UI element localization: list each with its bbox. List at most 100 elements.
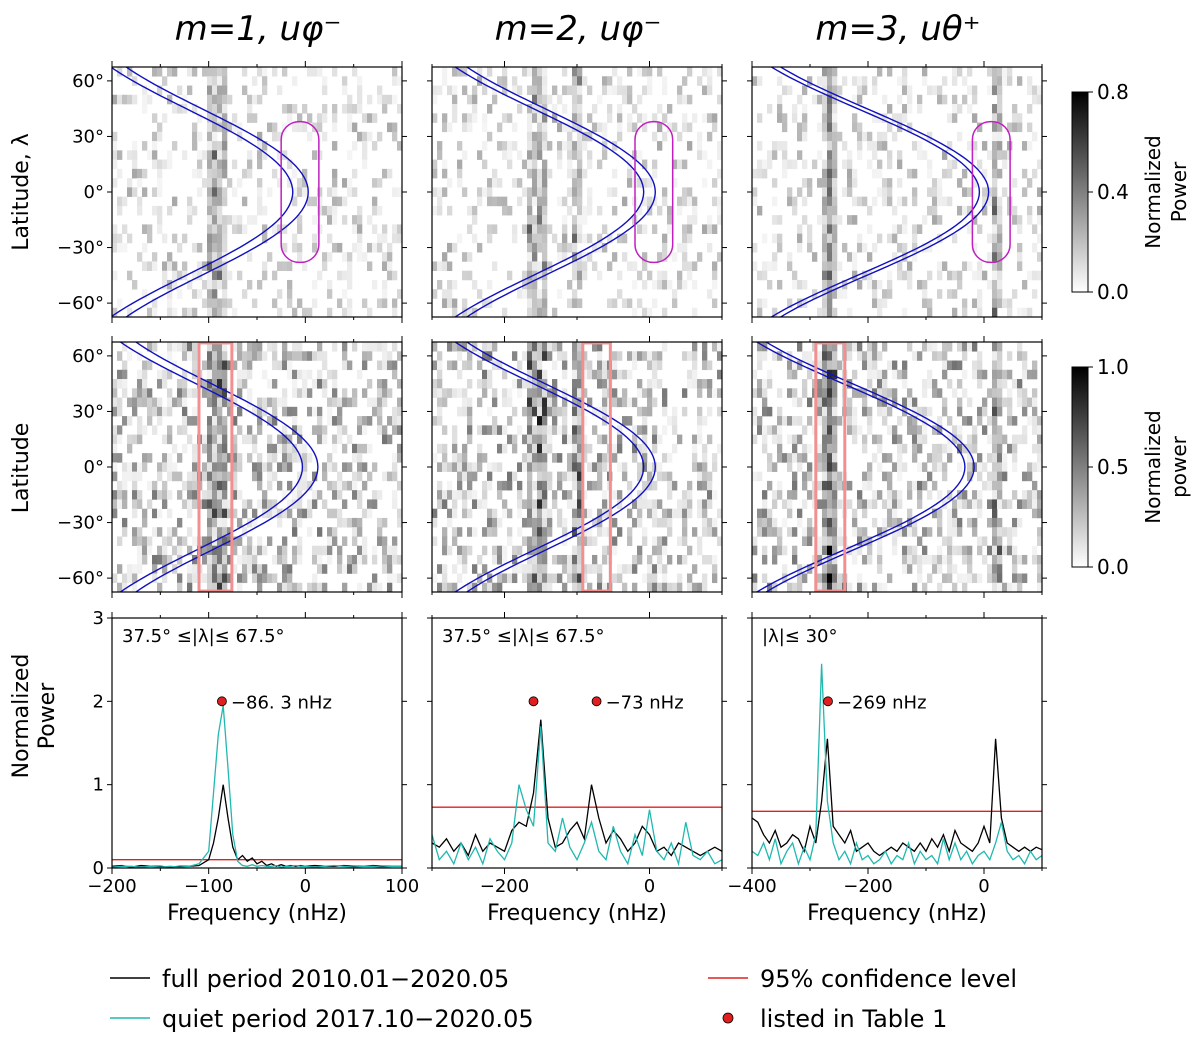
heatmap-cell xyxy=(517,480,523,491)
heatmap-cell xyxy=(477,150,483,160)
heatmap-cell xyxy=(172,545,178,556)
heatmap-cell xyxy=(662,573,668,584)
heatmap-cell xyxy=(822,397,828,408)
heatmap-cell xyxy=(772,351,778,361)
heatmap-cell xyxy=(452,536,458,547)
heatmap-cell xyxy=(822,564,828,574)
heatmap-cell xyxy=(147,545,153,556)
heatmap-cell xyxy=(367,499,373,509)
heatmap-cell xyxy=(277,480,283,491)
heatmap-cell xyxy=(152,490,158,500)
heatmap-cell xyxy=(577,462,583,472)
heatmap-cell xyxy=(717,369,722,380)
heatmap-cell xyxy=(157,527,163,537)
heatmap-cell xyxy=(617,527,623,537)
heatmap-cell xyxy=(277,582,283,592)
heatmap-cell xyxy=(242,369,248,380)
heatmap-cell xyxy=(222,76,228,86)
y-tick-label: 1 xyxy=(93,775,104,796)
heatmap-cell xyxy=(297,434,303,445)
heatmap-cell xyxy=(787,85,793,96)
heatmap-cell xyxy=(287,434,293,445)
heatmap-cell xyxy=(787,159,793,170)
legend-swatch-table1-dot xyxy=(722,1012,734,1024)
heatmap-cell xyxy=(482,159,488,170)
heatmap-cell xyxy=(642,178,648,188)
heatmap-cell xyxy=(177,342,183,352)
heatmap-cell xyxy=(547,168,553,179)
heatmap-cell xyxy=(787,360,793,371)
heatmap-cell xyxy=(772,215,778,225)
heatmap-cell xyxy=(962,582,968,592)
heatmap-cell xyxy=(182,425,188,435)
heatmap-cell xyxy=(212,94,218,105)
heatmap-cell xyxy=(947,416,953,426)
heatmap-cell xyxy=(577,131,583,142)
heatmap-cell xyxy=(532,453,538,463)
heatmap-cell xyxy=(957,360,963,371)
heatmap-cell xyxy=(387,545,393,556)
heatmap-cell xyxy=(782,517,788,528)
heatmap-cell xyxy=(532,360,538,371)
heatmap-cell xyxy=(997,388,1003,398)
heatmap-cell xyxy=(282,406,288,417)
heatmap-cell xyxy=(282,545,288,556)
heatmap-cell xyxy=(867,388,873,398)
heatmap-cell xyxy=(957,131,963,142)
heatmap-cell xyxy=(112,379,118,389)
heatmap-cell xyxy=(207,517,213,528)
heatmap-cell xyxy=(897,527,903,537)
heatmap-cell xyxy=(342,443,348,454)
heatmap-cell xyxy=(917,224,923,234)
heatmap-cell xyxy=(537,178,543,188)
heatmap-cell xyxy=(527,582,533,592)
heatmap-cell xyxy=(642,499,648,509)
heatmap-cell xyxy=(242,499,248,509)
heatmap-cell xyxy=(712,490,718,500)
heatmap-cell xyxy=(217,499,223,509)
heatmap-cell xyxy=(507,150,513,160)
heatmap-cell xyxy=(332,67,338,77)
heatmap-cell xyxy=(132,187,138,197)
heatmap-cell xyxy=(802,196,808,207)
heatmap-cell xyxy=(897,453,903,463)
magenta-contour xyxy=(280,120,320,264)
heatmap-cell xyxy=(972,443,978,454)
heatmap-cell xyxy=(392,406,398,417)
heatmap-cell xyxy=(942,462,948,472)
heatmap-cell xyxy=(887,508,893,519)
heatmap-cell xyxy=(942,150,948,160)
heatmap-cell xyxy=(602,242,608,253)
heatmap-cell xyxy=(322,205,328,216)
colorbar-top-tick-mid: 0.4 xyxy=(1097,180,1129,204)
heatmap-cell xyxy=(192,573,198,584)
heatmap-cell xyxy=(997,205,1003,216)
heatmap-cell xyxy=(137,545,143,556)
heatmap-cell xyxy=(192,536,198,547)
heatmap-cell xyxy=(832,545,838,556)
heatmap-cell xyxy=(592,342,598,352)
heatmap-cell xyxy=(287,453,293,463)
heatmap-cell xyxy=(997,517,1003,528)
heatmap-cell xyxy=(707,215,713,225)
heatmap-cell xyxy=(927,406,933,417)
heatmap-cell xyxy=(247,388,253,398)
heatmap-cell xyxy=(622,462,628,472)
heatmap-cell xyxy=(362,351,368,361)
heatmap-cell xyxy=(357,76,363,86)
heatmap-cell xyxy=(567,573,573,584)
heatmap-cell xyxy=(807,397,813,408)
heatmap-cell xyxy=(1032,242,1038,253)
heatmap-cell xyxy=(347,554,353,565)
heatmap-cell xyxy=(302,307,308,317)
heatmap-cell xyxy=(857,351,863,361)
heatmap-cell xyxy=(282,536,288,547)
heatmap-cell xyxy=(482,527,488,537)
heatmap-cell xyxy=(437,360,443,371)
heatmap-cell xyxy=(352,527,358,537)
heatmap-cell xyxy=(1037,215,1042,225)
heatmap-cell xyxy=(227,122,233,133)
heatmap-cell xyxy=(382,360,388,371)
heatmap-cell xyxy=(452,434,458,445)
heatmap-cell xyxy=(697,480,703,491)
